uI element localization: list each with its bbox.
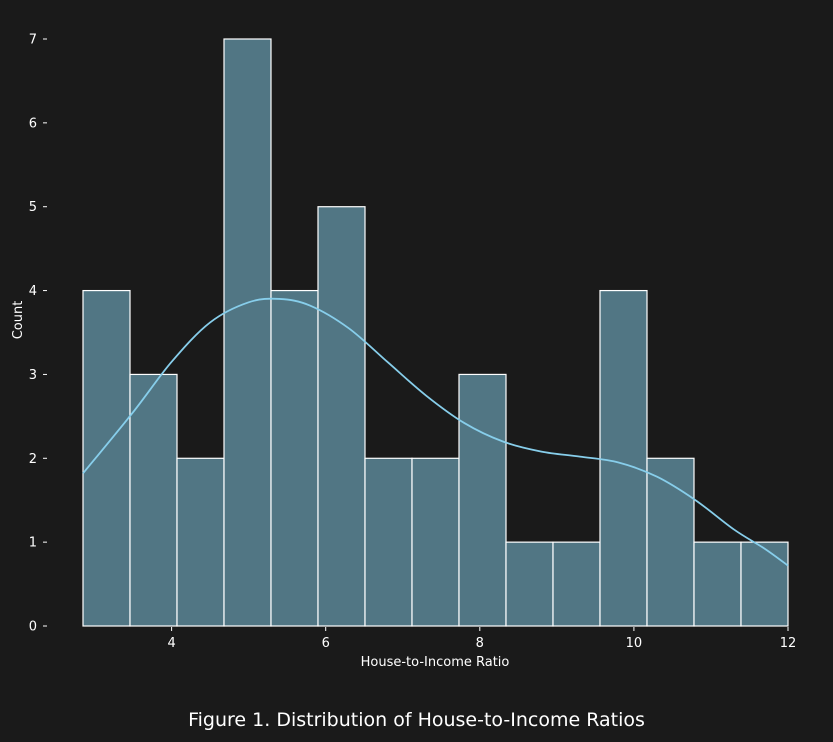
x-axis-label: House-to-Income Ratio [361,655,510,670]
histogram-bar [82,289,131,627]
y-tick-label: 1 [29,536,37,551]
histogram-bar [505,541,554,627]
histogram-bars [82,38,789,627]
histogram-bar [552,541,601,627]
y-tick-label: 6 [29,116,37,131]
histogram-bar [223,38,272,627]
x-tick-label: 4 [167,636,175,651]
histogram-bar [176,457,225,627]
histogram-bar [129,373,178,627]
y-tick-label: 7 [29,33,37,48]
histogram-bar [364,457,413,627]
y-tick-label: 3 [29,368,37,383]
histogram-bar [740,541,789,627]
y-tick-label: 5 [29,200,37,215]
x-tick-label: 8 [476,636,484,651]
histogram-bar [599,289,648,627]
histogram-bar [458,373,507,627]
y-tick-label: 0 [29,620,37,635]
x-tick-label: 12 [780,636,797,651]
kde-curve [82,297,789,567]
y-axis: 0 1 2 3 4 5 6 7 [29,33,47,635]
x-tick-label: 10 [626,636,643,651]
x-axis: 4 6 8 10 12 [167,627,796,651]
figure-caption: Figure 1. Distribution of House-to-Incom… [188,709,645,731]
y-axis-label: Count [11,301,26,340]
histogram-bar [646,457,695,627]
histogram-bar [317,206,366,627]
histogram-bar [270,289,319,627]
histogram-bar [411,457,460,627]
x-tick-label: 6 [322,636,330,651]
y-tick-label: 2 [29,452,37,467]
histogram-bar [693,541,742,627]
y-tick-label: 4 [29,284,37,299]
